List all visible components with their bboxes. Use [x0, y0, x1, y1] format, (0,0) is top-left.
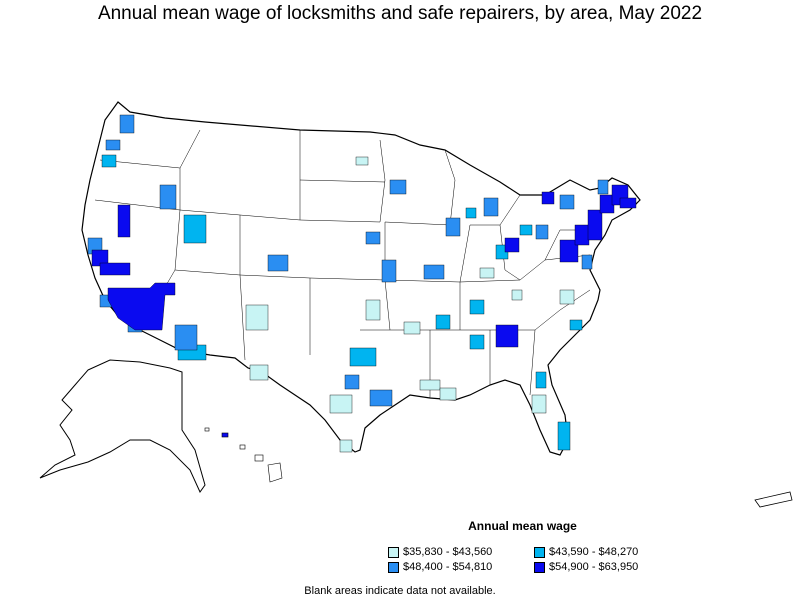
area-tier2	[183, 214, 207, 244]
area-tier3	[559, 194, 575, 210]
legend-item-tier2: $43,590 - $48,270	[534, 546, 638, 559]
area-tier4	[619, 197, 637, 209]
area-tier1	[355, 156, 369, 166]
area-tier1	[245, 304, 269, 331]
legend-label-tier1: $35,830 - $43,560	[403, 546, 493, 558]
area-tier1	[365, 299, 381, 321]
area-tier3	[174, 324, 198, 351]
legend-swatch-tier1	[388, 547, 399, 558]
area-tier3	[483, 197, 499, 217]
area-tier3	[267, 254, 289, 272]
area-tier1	[511, 289, 523, 301]
legend-label-tier4: $54,900 - $63,950	[549, 561, 639, 573]
area-tier2	[519, 224, 533, 236]
area-tier3	[365, 231, 381, 245]
area-tier4	[574, 224, 590, 246]
area-tier3	[535, 224, 549, 240]
legend-swatch-tier2	[534, 547, 545, 558]
puerto-rico-outline	[754, 491, 793, 508]
area-tier3	[445, 217, 461, 237]
area-tier3	[369, 389, 393, 407]
legend-title: Annual mean wage	[468, 519, 577, 533]
area-tier3	[159, 184, 177, 210]
area-tier4	[504, 237, 520, 253]
area-tier2	[535, 371, 547, 389]
area-tier2	[349, 347, 377, 367]
legend-swatch-tier4	[534, 562, 545, 573]
area-tier3	[423, 264, 445, 280]
area-tier1	[531, 394, 547, 414]
area-tier4	[587, 209, 603, 241]
alaska-outline	[39, 359, 206, 493]
area-tier4	[99, 262, 131, 276]
area-tier3	[381, 259, 397, 283]
legend-item-tier4: $54,900 - $63,950	[534, 561, 638, 574]
area-tier2	[101, 154, 117, 168]
area-tier4	[107, 282, 176, 331]
area-tier2	[435, 314, 451, 330]
legend-item-tier3: $48,400 - $54,810	[388, 561, 492, 574]
legend-label-tier2: $43,590 - $48,270	[549, 546, 639, 558]
contiguous-us-outline	[81, 101, 641, 456]
legend-label-tier3: $48,400 - $54,810	[403, 561, 493, 573]
area-tier1	[249, 364, 269, 381]
legend-item-tier1: $35,830 - $43,560	[388, 546, 492, 559]
area-tier3	[105, 139, 121, 151]
area-tier1	[419, 379, 441, 391]
area-tier1	[339, 439, 353, 453]
area-tier3	[581, 254, 593, 270]
area-tier2	[469, 299, 485, 315]
area-tier3	[389, 179, 407, 195]
area-tier2	[465, 207, 477, 219]
area-tier3	[597, 179, 609, 195]
wage-areas	[87, 114, 637, 453]
legend-swatch-tier3	[388, 562, 399, 573]
area-tier2	[569, 319, 583, 331]
area-tier4	[117, 204, 131, 238]
area-tier1	[479, 267, 495, 279]
area-tier4	[495, 324, 519, 348]
area-tier3	[119, 114, 135, 134]
area-tier1	[403, 321, 421, 335]
area-tier2	[557, 421, 571, 451]
map-title: Annual mean wage of locksmiths and safe …	[97, 3, 703, 24]
area-tier4	[559, 239, 579, 263]
area-tier1	[439, 387, 457, 401]
area-tier1	[329, 394, 353, 414]
data-availability-note: Blank areas indicate data not available.	[304, 585, 496, 597]
area-tier2	[469, 334, 485, 350]
area-tier4	[541, 191, 555, 205]
hawaii-islands	[204, 427, 283, 483]
area-tier3	[344, 374, 360, 390]
area-tier1	[559, 289, 575, 305]
